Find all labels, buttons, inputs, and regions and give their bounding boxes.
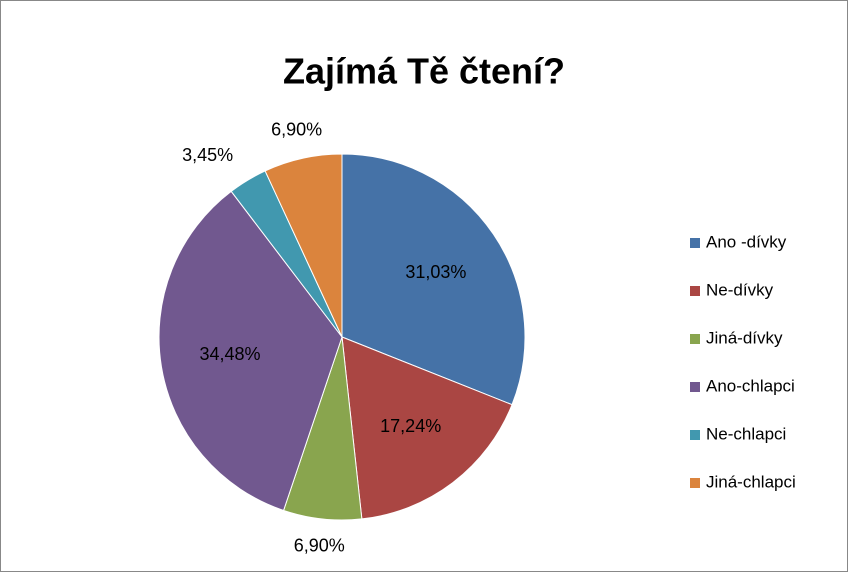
data-label: 31,03% [405, 262, 466, 282]
legend-label: Jiná-dívky [706, 328, 783, 347]
data-label: 6,90% [271, 120, 322, 140]
legend-label: Ne-chlapci [706, 424, 786, 443]
legend-swatch [690, 430, 700, 440]
pie-slice [341, 336, 513, 520]
legend-swatch [690, 286, 700, 296]
pie-slice [341, 153, 526, 406]
data-label: 3,45% [182, 145, 233, 165]
data-label: 17,24% [380, 416, 441, 436]
legend-swatch [690, 334, 700, 344]
legend-swatch [690, 238, 700, 248]
pie-slice [264, 153, 343, 338]
data-label: 6,90% [294, 536, 345, 556]
legend-swatch [690, 478, 700, 488]
legend-label: Ano -dívky [706, 232, 787, 251]
pie-slice [158, 190, 343, 512]
legend-label: Ne-dívky [706, 280, 774, 299]
legend-swatch [690, 382, 700, 392]
legend-label: Jiná-chlapci [706, 472, 796, 491]
legend-label: Ano-chlapci [706, 376, 795, 395]
chart-title: Zajímá Tě čtení? [283, 51, 565, 92]
data-label: 34,48% [200, 344, 261, 364]
